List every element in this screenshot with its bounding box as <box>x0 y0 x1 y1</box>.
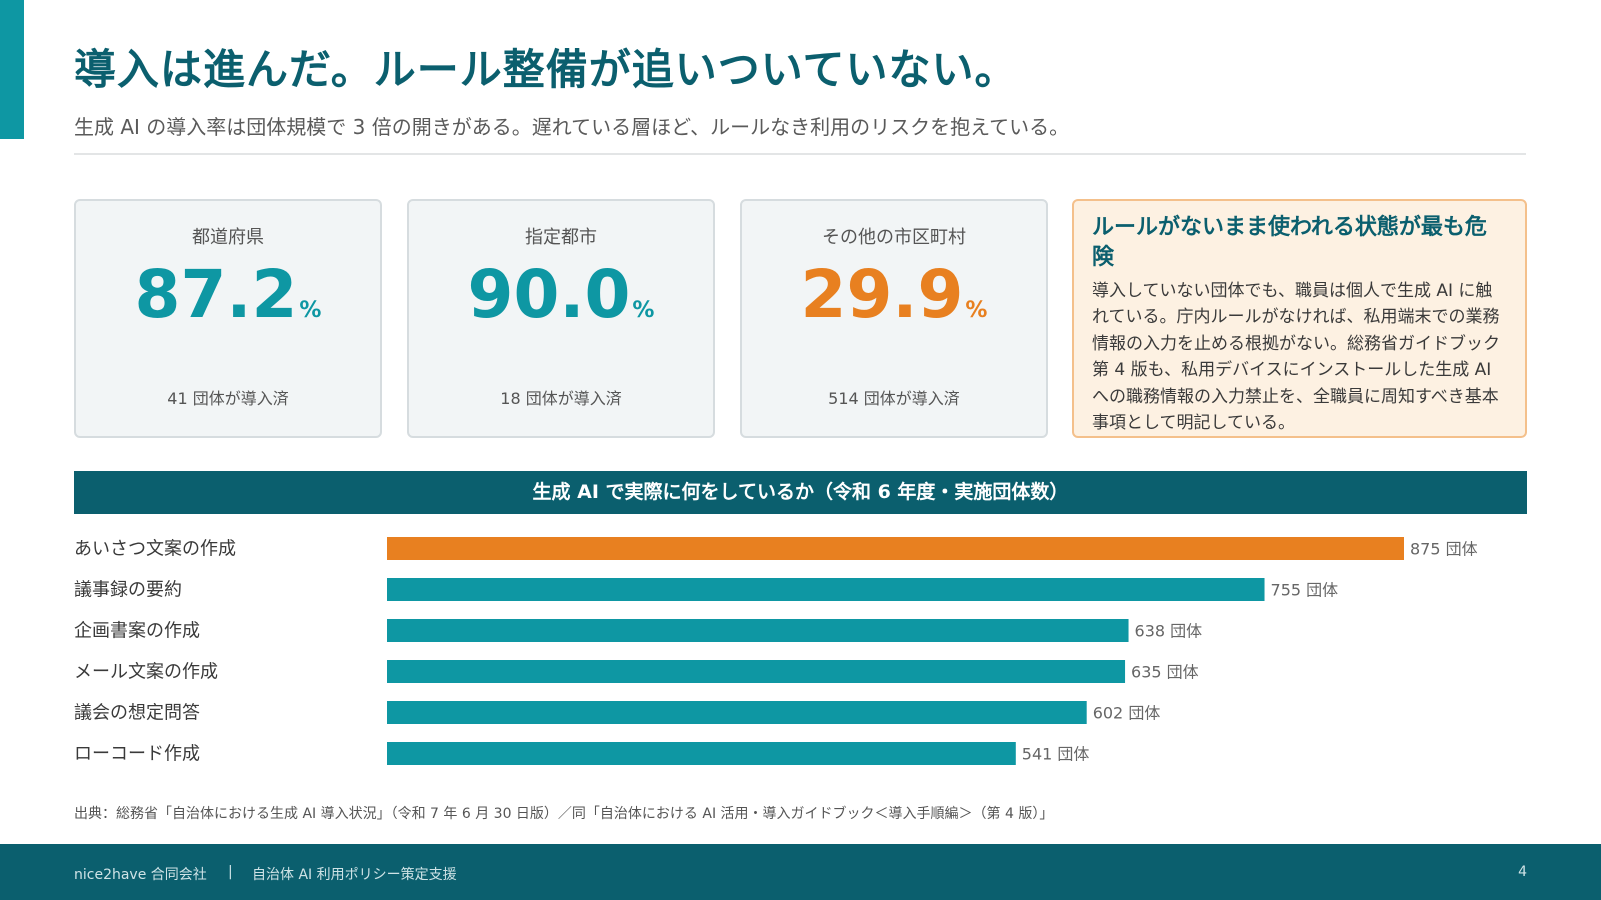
value-label: 638 団体 <box>1135 622 1203 641</box>
category-label: 議会の想定問答 <box>74 703 200 724</box>
bar <box>387 701 1087 724</box>
value-label: 875 団体 <box>1410 540 1478 559</box>
warning-card: ルールがないまま使われる状態が最も危険 導入していない団体でも、職員は個人で生成… <box>1072 199 1527 438</box>
bar <box>387 537 1404 560</box>
stat-note: 18 団体が導入済 <box>500 389 622 408</box>
footer: nice2have 合同会社 | 自治体 AI 利用ポリシー策定支援 4 <box>0 844 1601 900</box>
warning-title: ルールがないまま使われる状態が最も危険 <box>1092 215 1487 271</box>
stat-label: その他の市区町村 <box>822 227 966 248</box>
value-label: 635 団体 <box>1131 663 1199 682</box>
accent-bar <box>0 0 24 139</box>
bar <box>387 742 1016 765</box>
bar <box>387 578 1265 601</box>
stat-unit: % <box>299 298 322 323</box>
bar <box>387 619 1129 642</box>
stat-label: 都道府県 <box>192 227 264 248</box>
page-number: 4 <box>1518 864 1527 880</box>
stat-number: 29.9 <box>800 256 964 333</box>
stat-number: 87.2 <box>134 256 298 333</box>
warning-body: 導入していない団体でも、職員は個人で生成 AI に触れている。庁内ルールがなけれ… <box>1092 280 1500 434</box>
stat-label: 指定都市 <box>525 227 597 248</box>
stat-value: 90.0% <box>409 255 713 334</box>
stat-unit: % <box>632 298 655 323</box>
stat-value: 87.2% <box>76 255 380 334</box>
header-divider <box>74 153 1526 155</box>
category-label: 議事録の要約 <box>74 580 182 601</box>
stat-card-other-municipalities: その他の市区町村 29.9% 514 団体が導入済 <box>740 199 1048 438</box>
value-label: 755 団体 <box>1271 581 1339 600</box>
value-label: 541 団体 <box>1022 745 1090 764</box>
page-title: 導入は進んだ。ルール整備が追いついていない。 <box>74 45 1018 94</box>
page-subtitle: 生成 AI の導入率は団体規模で 3 倍の開きがある。遅れている層ほど、ルールな… <box>74 115 1070 139</box>
stat-note: 41 団体が導入済 <box>167 389 289 408</box>
chart-title: 生成 AI で実際に何をしているか（令和 6 年度・実施団体数） <box>74 471 1527 514</box>
category-label: 企画書案の作成 <box>74 621 200 642</box>
stat-number: 90.0 <box>467 256 631 333</box>
footer-project: 自治体 AI 利用ポリシー策定支援 <box>252 867 457 883</box>
bar <box>387 660 1126 683</box>
category-label: メール文案の作成 <box>74 662 218 683</box>
category-label: あいさつ文案の作成 <box>74 539 236 560</box>
footer-separator: | <box>228 864 233 880</box>
value-label: 602 団体 <box>1093 704 1161 723</box>
stat-unit: % <box>965 298 988 323</box>
category-label: ローコード作成 <box>74 744 200 765</box>
stat-card-prefectures: 都道府県 87.2% 41 団体が導入済 <box>74 199 382 438</box>
stat-card-designated-cities: 指定都市 90.0% 18 団体が導入済 <box>407 199 715 438</box>
source-citation: 出典：総務省「自治体における生成 AI 導入状況」（令和 7 年 6 月 30 … <box>74 806 1054 822</box>
stat-note: 514 団体が導入済 <box>828 389 960 408</box>
footer-company: nice2have 合同会社 <box>74 867 207 883</box>
stat-value: 29.9% <box>742 255 1046 334</box>
